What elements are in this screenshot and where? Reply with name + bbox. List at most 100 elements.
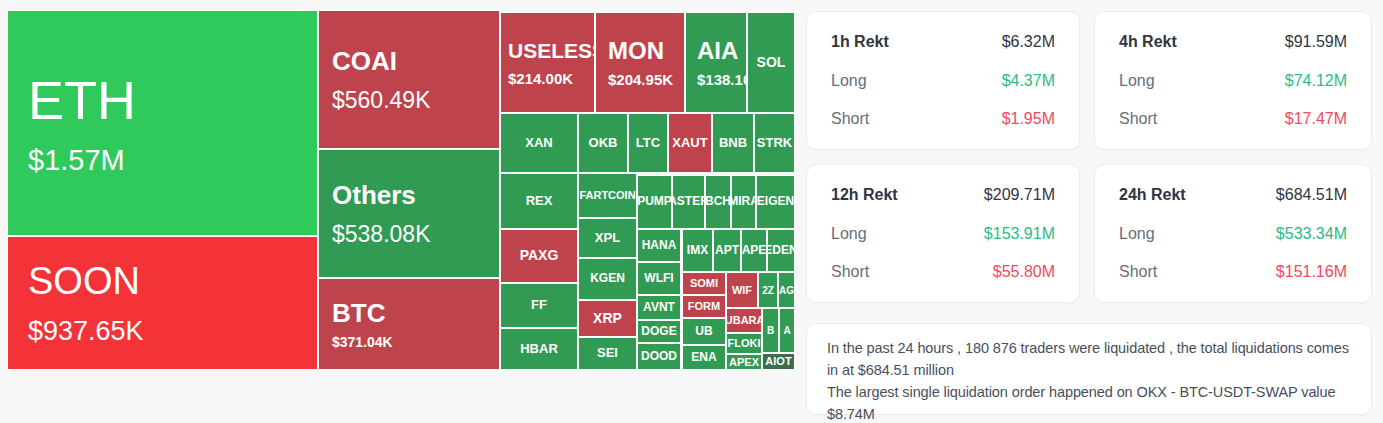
tile-value: $538.08K xyxy=(332,223,430,246)
treemap-tile-ape[interactable]: APE xyxy=(741,229,767,272)
treemap-tile-eth[interactable]: ETH$1.57M xyxy=(7,10,318,236)
rekt-short-row: Short $55.80M xyxy=(831,263,1055,281)
treemap-tile-xrp[interactable]: XRP xyxy=(578,300,637,337)
treemap-tile-ena[interactable]: ENA xyxy=(682,345,726,370)
treemap-tile-btc[interactable]: BTC$371.04K xyxy=(318,278,500,370)
treemap-tile-doge[interactable]: DOGE xyxy=(637,320,681,343)
treemap-tile-kgen[interactable]: KGEN xyxy=(578,258,637,300)
treemap-tile-aiot[interactable]: AIOT xyxy=(762,353,795,370)
treemap-tile-apt[interactable]: APT xyxy=(713,229,741,272)
tile-symbol: FARTCOIN xyxy=(579,189,635,201)
tile-symbol: AVNT xyxy=(643,301,675,314)
tile-symbol: FORM xyxy=(688,300,720,312)
treemap-tile-xan[interactable]: XAN xyxy=(500,113,578,173)
short-label: Short xyxy=(831,110,869,128)
treemap-tile-hana[interactable]: HANA xyxy=(637,229,681,262)
treemap-tile-eigen[interactable]: EIGEN xyxy=(756,175,795,229)
rekt-card-1h: 1h Rekt $6.32M Long $4.37M Short $1.95M xyxy=(806,11,1080,150)
tile-symbol: LTC xyxy=(636,136,660,150)
tile-symbol: Others xyxy=(332,181,416,210)
rekt-card-title: 4h Rekt xyxy=(1119,33,1177,51)
treemap-tile-wlfi[interactable]: WLFI xyxy=(637,262,681,295)
treemap-tile-soon[interactable]: SOON$937.65K xyxy=(7,236,318,370)
tile-symbol: ENA xyxy=(691,351,716,364)
liquidation-dashboard: ETH$1.57MSOON$937.65KCOAI$560.49K Others $… xyxy=(0,0,1383,423)
treemap-tile-bch[interactable]: BCH xyxy=(705,175,731,229)
tile-symbol: OKB xyxy=(589,136,618,150)
rekt-total-value: $209.71M xyxy=(984,186,1055,204)
treemap-tile-mira[interactable]: MIRA xyxy=(731,175,756,229)
long-label: Long xyxy=(831,225,867,243)
tile-value: $214.00K xyxy=(508,71,573,86)
rekt-card-header: 24h Rekt $684.51M xyxy=(1119,186,1347,204)
rekt-card-title: 1h Rekt xyxy=(831,33,889,51)
tile-symbol: AIOT xyxy=(765,355,791,367)
treemap-tile-eden[interactable]: EDEN xyxy=(767,229,795,272)
treemap-tile-form[interactable]: FORM xyxy=(682,295,726,318)
treemap-tile-wif[interactable]: WIF xyxy=(726,272,758,308)
treemap-tile-ltc[interactable]: LTC xyxy=(628,113,668,173)
rekt-total-value: $684.51M xyxy=(1276,186,1347,204)
treemap-tile-ff[interactable]: FF xyxy=(500,283,578,328)
rekt-card-24h: 24h Rekt $684.51M Long $533.34M Short $1… xyxy=(1094,164,1372,303)
tile-symbol: DOOD xyxy=(641,350,677,363)
treemap-tile-somi[interactable]: SOMI xyxy=(682,272,726,295)
tile-value: $937.65K xyxy=(28,318,144,345)
rekt-long-row: Long $74.12M xyxy=(1119,72,1347,90)
treemap-tile-b[interactable]: B xyxy=(762,308,779,353)
treemap-tile-bnb[interactable]: BNB xyxy=(712,113,754,173)
treemap-tile-ub[interactable]: UB xyxy=(682,318,726,345)
treemap-tile-avnt[interactable]: AVNT xyxy=(637,295,681,320)
treemap-tile-hbar[interactable]: HBAR xyxy=(500,328,578,370)
tile-value: $560.49K xyxy=(332,89,430,112)
tile-symbol: SOMI xyxy=(690,277,718,289)
treemap-tile-strk[interactable]: STRK xyxy=(754,113,795,173)
tile-symbol: APE xyxy=(742,244,767,257)
treemap-tile-paxg[interactable]: PAXG xyxy=(500,229,578,283)
treemap-tile-mubarak[interactable]: MUBARAK xyxy=(726,308,762,333)
rekt-short-row: Short $1.95M xyxy=(831,110,1055,128)
treemap-tile-xaut[interactable]: XAUT xyxy=(668,113,712,173)
tile-symbol: MUBARAK xyxy=(726,314,762,326)
short-label: Short xyxy=(1119,263,1157,281)
long-value: $153.91M xyxy=(984,225,1055,243)
tile-symbol: WLFI xyxy=(644,272,673,285)
treemap-tile-rex[interactable]: REX xyxy=(500,173,578,229)
tile-symbol: MON xyxy=(608,38,664,64)
tile-symbol: ASTER xyxy=(672,195,705,208)
rekt-card-title: 12h Rekt xyxy=(831,186,898,204)
tile-symbol: APEX xyxy=(729,356,759,368)
treemap-tile-okb[interactable]: OKB xyxy=(578,113,628,173)
treemap-tile-coai[interactable]: COAI$560.49K xyxy=(318,10,500,149)
treemap-tile-fartcoin[interactable]: FARTCOIN xyxy=(578,173,637,218)
treemap-tile-sei[interactable]: SEI xyxy=(578,337,637,370)
tile-symbol: SEI xyxy=(597,346,618,360)
rekt-card-title: 24h Rekt xyxy=(1119,186,1186,204)
treemap-tile-others[interactable]: Others $538.08K xyxy=(318,149,500,278)
treemap-tile-floki[interactable]: FLOKI xyxy=(726,333,762,354)
treemap-tile-mon[interactable]: MON$204.95K xyxy=(595,12,685,113)
treemap-tile-aster[interactable]: ASTER xyxy=(672,175,705,229)
treemap-tile-sol[interactable]: SOL xyxy=(747,12,795,113)
treemap-tile-2z[interactable]: 2Z xyxy=(758,272,778,308)
tile-value: $371.04K xyxy=(332,335,393,349)
treemap-tile-dood[interactable]: DOOD xyxy=(637,343,681,370)
treemap-tile-a[interactable]: A xyxy=(779,308,795,353)
treemap-tile-ag[interactable]: AG xyxy=(778,272,795,308)
rekt-card-header: 4h Rekt $91.59M xyxy=(1119,33,1347,51)
tile-symbol: XAN xyxy=(525,136,552,150)
treemap-tile-useless[interactable]: USELESS$214.00K xyxy=(500,12,595,113)
tile-symbol: BNB xyxy=(719,136,747,150)
treemap-tile-apex[interactable]: APEX xyxy=(726,354,762,370)
summary-line-1: In the past 24 hours , 180 876 traders w… xyxy=(827,337,1351,381)
treemap-tile-imx[interactable]: IMX xyxy=(682,229,713,272)
treemap-tile-pump[interactable]: PUMP xyxy=(637,175,672,229)
tile-symbol: XRP xyxy=(593,311,622,326)
long-label: Long xyxy=(1119,225,1155,243)
tile-symbol: STRK xyxy=(757,136,792,150)
rekt-card-4h: 4h Rekt $91.59M Long $74.12M Short $17.4… xyxy=(1094,11,1372,150)
treemap-tile-xpl[interactable]: XPL xyxy=(578,218,637,258)
tile-symbol: XAUT xyxy=(672,136,707,150)
tile-symbol: SOL xyxy=(757,55,786,70)
treemap-tile-aia[interactable]: AIA$138.10K xyxy=(685,12,747,113)
